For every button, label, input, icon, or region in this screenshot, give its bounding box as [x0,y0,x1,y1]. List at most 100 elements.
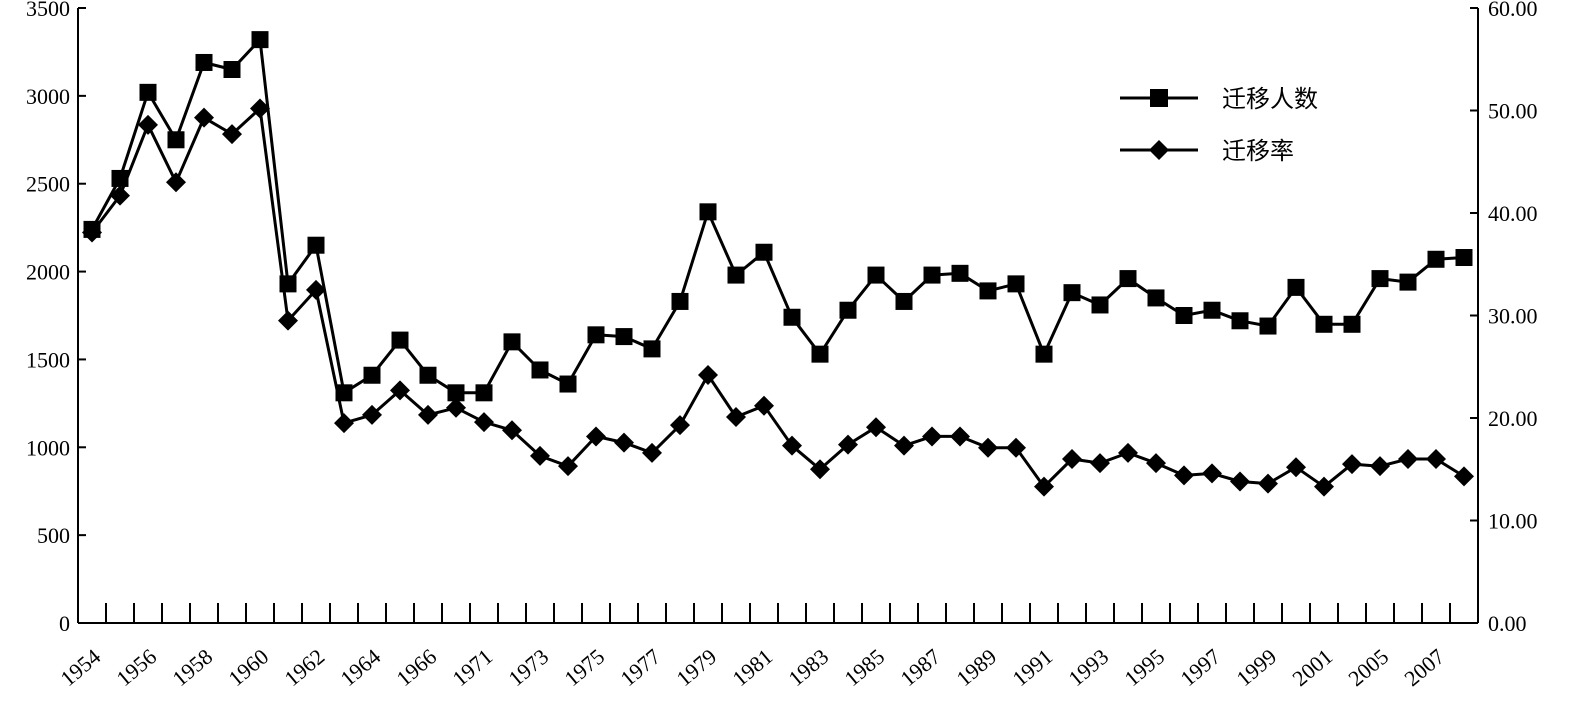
data-point-migrants [1007,275,1025,293]
data-point-rate [1258,473,1278,494]
x-tick-label: 1971 [447,644,497,691]
data-point-rate [530,445,550,466]
data-point-migrants [867,266,885,284]
data-point-rate [922,426,942,447]
data-point-migrants [1343,315,1361,333]
data-point-rate [278,310,298,331]
data-point-migrants [1147,289,1165,307]
x-tick-label: 1958 [167,644,217,691]
x-tick-label: 1977 [615,644,665,691]
data-point-migrants [139,83,157,101]
y-right-tick-label: 30.00 [1488,304,1538,329]
data-point-migrants [251,31,269,49]
x-tick-label: 1989 [951,644,1001,691]
legend-label-rate: 迁移率 [1222,137,1294,165]
data-point-rate [838,434,858,455]
data-point-rate [1286,457,1306,478]
data-point-migrants [699,203,717,221]
data-point-migrants [1371,270,1389,288]
data-point-migrants [895,292,913,310]
data-point-rate [1454,466,1474,487]
data-point-migrants [1259,317,1277,335]
data-point-rate [1146,453,1166,474]
x-tick-label: 1991 [1007,644,1057,691]
data-point-rate [110,185,130,206]
data-point-rate [194,107,214,128]
y-left-tick-label: 2500 [26,172,70,197]
data-point-rate [138,114,158,135]
x-tick-label: 1987 [895,644,945,691]
x-tick-label: 1985 [839,644,889,691]
data-point-migrants [923,266,941,284]
data-point-rate [418,404,438,425]
data-point-rate [754,395,774,416]
data-point-rate [446,397,466,418]
data-point-migrants [755,243,773,261]
data-point-migrants [1231,312,1249,330]
data-point-migrants [839,301,857,319]
series-markers [82,31,1474,497]
data-point-rate [782,435,802,456]
legend-marker-square [1150,89,1168,107]
x-tick-label: 1973 [503,644,553,691]
data-point-migrants [559,375,577,393]
data-point-rate [1342,454,1362,475]
x-tick-label: 1983 [783,644,833,691]
data-point-rate [1426,449,1446,469]
data-point-rate [1090,453,1110,474]
x-tick-label: 1966 [391,644,441,691]
y-left-tick-label: 3000 [26,84,70,109]
data-point-migrants [615,328,633,346]
data-point-migrants [363,366,381,384]
data-point-migrants [447,384,465,402]
x-tick-label: 1954 [55,644,105,691]
data-point-rate [810,459,830,480]
series-line-rate [90,107,1465,489]
data-point-migrants [1091,296,1109,314]
x-tick-label: 1997 [1175,644,1225,691]
data-point-rate [1202,463,1222,484]
y-left-tick-label: 2000 [26,260,70,285]
x-tick-label: 1956 [111,644,161,691]
legend-label-migrants: 迁移人数 [1222,85,1318,113]
data-point-migrants [223,61,241,78]
y-left-tick-label: 0 [59,611,70,636]
y-right-tick-label: 0.00 [1488,611,1527,636]
data-point-migrants [951,264,969,282]
y-left-tick-label: 1500 [26,347,70,372]
data-point-rate [642,442,662,463]
y-right-tick-label: 10.00 [1488,509,1538,534]
data-point-migrants [279,275,297,293]
data-point-migrants [503,333,521,351]
x-tick-label: 1979 [671,644,721,691]
data-point-rate [1230,471,1250,492]
y-left-tick-label: 3500 [26,0,70,21]
data-point-rate [698,364,718,385]
data-point-rate [1314,476,1334,497]
data-point-rate [1174,465,1194,486]
data-point-rate [166,172,186,193]
data-point-migrants [671,292,689,310]
x-tick-label: 2005 [1343,644,1393,691]
data-point-rate [222,124,242,145]
x-tick-label: 1962 [279,644,329,691]
data-point-rate [586,426,606,447]
data-point-migrants [587,326,605,344]
data-point-rate [1398,449,1418,469]
data-point-rate [670,415,690,436]
data-point-migrants [475,384,493,402]
data-point-migrants [1035,345,1053,363]
data-point-rate [250,98,270,119]
x-tick-label: 1975 [559,644,609,691]
data-point-rate [1118,442,1138,463]
data-point-migrants [391,331,409,349]
data-point-rate [390,380,410,401]
data-point-rate [1062,449,1082,469]
data-point-rate [362,404,382,425]
y-right-tick-label: 40.00 [1488,201,1538,226]
data-point-rate [558,456,578,477]
data-point-migrants [307,236,325,254]
data-point-migrants [1399,273,1417,291]
data-point-migrants [531,361,549,379]
